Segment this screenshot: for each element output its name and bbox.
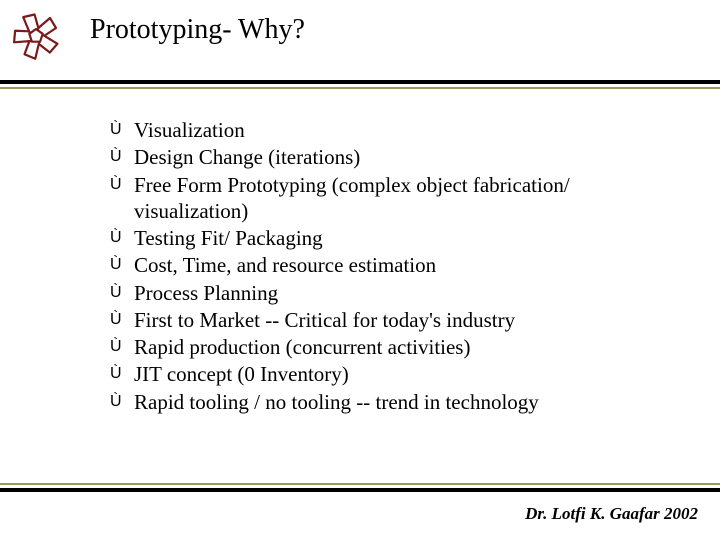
bullet-icon: Ù: [110, 337, 122, 357]
bullet-icon: Ù: [110, 175, 122, 195]
bullet-icon: Ù: [110, 283, 122, 303]
header: Prototyping- Why?: [0, 0, 720, 89]
list-item: Ù Testing Fit/ Packaging: [110, 225, 680, 251]
bullet-text: Rapid tooling / no tooling -- trend in t…: [134, 390, 539, 414]
list-item: Ù First to Market -- Critical for today's…: [110, 307, 680, 333]
bullet-icon: Ù: [110, 147, 122, 167]
bullet-icon: Ù: [110, 364, 122, 384]
slide-title: Prototyping- Why?: [90, 14, 720, 46]
bullet-text: Design Change (iterations): [134, 145, 360, 169]
list-item: Ù JIT concept (0 Inventory): [110, 361, 680, 387]
bullet-text: JIT concept (0 Inventory): [134, 362, 349, 386]
bullet-text: First to Market -- Critical for today's …: [134, 308, 515, 332]
list-item: Ù Rapid tooling / no tooling -- trend in …: [110, 389, 680, 415]
divider-bottom: [0, 483, 720, 492]
bullet-text: Process Planning: [134, 281, 278, 305]
divider-top: [0, 80, 720, 89]
bullet-text: Free Form Prototyping (complex object fa…: [134, 173, 570, 223]
list-item: Ù Process Planning: [110, 280, 680, 306]
bullet-text: Cost, Time, and resource estimation: [134, 253, 436, 277]
list-item: Ù Free Form Prototyping (complex object f…: [110, 172, 680, 225]
bullet-icon: Ù: [110, 310, 122, 330]
bullet-text: Visualization: [134, 118, 245, 142]
bullet-icon: Ù: [110, 120, 122, 140]
list-item: Ù Design Change (iterations): [110, 144, 680, 170]
bullet-list: Ù Visualization Ù Design Change (iteration…: [110, 117, 680, 415]
bullet-icon: Ù: [110, 255, 122, 275]
bullet-icon: Ù: [110, 392, 122, 412]
list-item: Ù Rapid production (concurrent activities…: [110, 334, 680, 360]
bullet-icon: Ù: [110, 228, 122, 248]
footer-credit: Dr. Lotfi K. Gaafar 2002: [525, 504, 698, 524]
list-item: Ù Visualization: [110, 117, 680, 143]
logo-icon: [6, 6, 66, 66]
list-item: Ù Cost, Time, and resource estimation: [110, 252, 680, 278]
content-area: Ù Visualization Ù Design Change (iteration…: [0, 89, 720, 415]
bullet-text: Rapid production (concurrent activities): [134, 335, 470, 359]
bullet-text: Testing Fit/ Packaging: [134, 226, 323, 250]
